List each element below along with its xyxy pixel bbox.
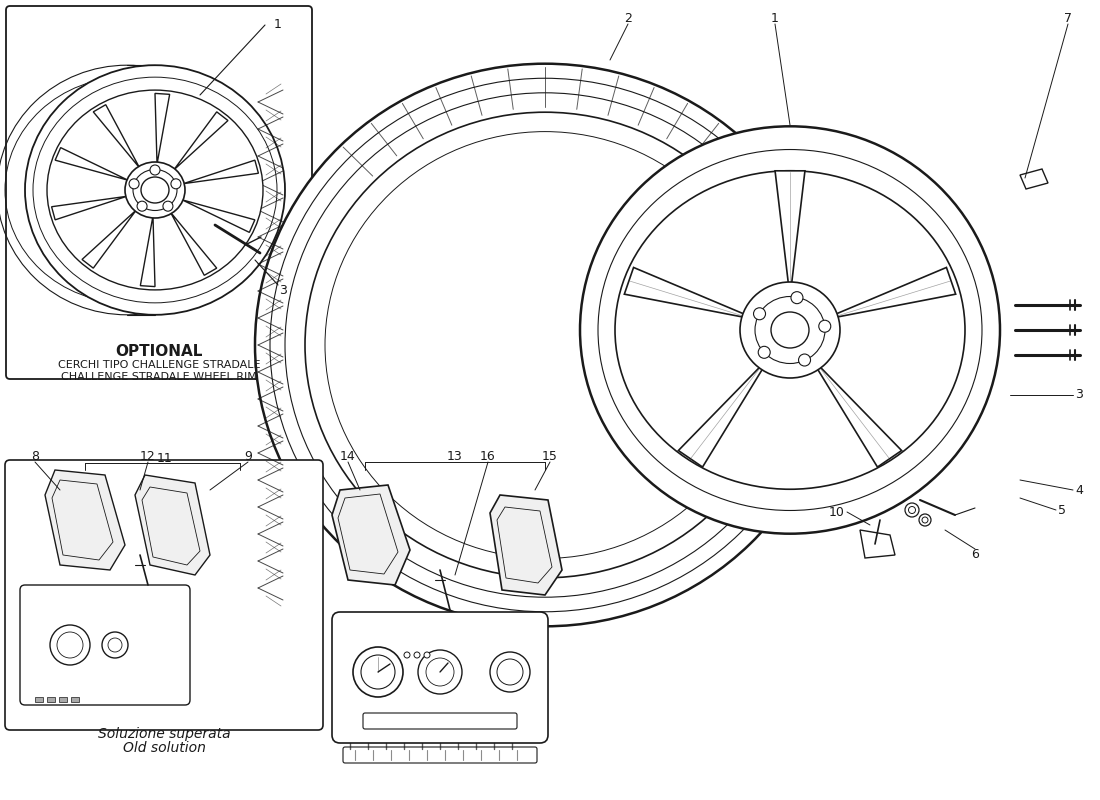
- Circle shape: [758, 346, 770, 358]
- Text: 10: 10: [829, 506, 845, 518]
- Ellipse shape: [25, 66, 285, 314]
- Polygon shape: [776, 171, 805, 284]
- Polygon shape: [817, 366, 902, 467]
- Text: 4: 4: [1075, 483, 1082, 497]
- Circle shape: [799, 354, 811, 366]
- Polygon shape: [170, 212, 217, 275]
- Text: 11: 11: [157, 451, 173, 465]
- Text: Old solution: Old solution: [122, 741, 206, 755]
- Bar: [35, 697, 43, 702]
- Text: a passion for parts: a passion for parts: [484, 418, 716, 502]
- FancyBboxPatch shape: [332, 612, 548, 743]
- Circle shape: [404, 652, 410, 658]
- Polygon shape: [332, 485, 410, 585]
- FancyBboxPatch shape: [363, 713, 517, 729]
- Text: Soluzione superata: Soluzione superata: [98, 727, 230, 741]
- Circle shape: [818, 320, 830, 332]
- Ellipse shape: [615, 170, 965, 490]
- Text: 7: 7: [1064, 11, 1072, 25]
- Circle shape: [418, 650, 462, 694]
- Polygon shape: [174, 112, 228, 170]
- FancyBboxPatch shape: [343, 747, 537, 763]
- Text: 13: 13: [447, 450, 463, 462]
- Circle shape: [905, 503, 918, 517]
- Text: 3: 3: [1075, 389, 1082, 402]
- Polygon shape: [679, 366, 763, 467]
- Bar: [72, 697, 79, 702]
- Bar: [47, 697, 55, 702]
- Polygon shape: [835, 267, 956, 318]
- Ellipse shape: [740, 282, 840, 378]
- Circle shape: [129, 179, 139, 189]
- FancyBboxPatch shape: [6, 6, 312, 379]
- Circle shape: [918, 514, 931, 526]
- Bar: [59, 697, 67, 702]
- Text: 8: 8: [31, 450, 38, 462]
- Circle shape: [424, 652, 430, 658]
- Text: CHALLENGE STRADALE WHEEL RIM: CHALLENGE STRADALE WHEEL RIM: [62, 372, 257, 382]
- Circle shape: [353, 647, 403, 697]
- Text: 1: 1: [771, 11, 779, 25]
- Polygon shape: [94, 105, 140, 168]
- Ellipse shape: [47, 90, 263, 290]
- Polygon shape: [490, 495, 562, 595]
- Polygon shape: [52, 196, 127, 220]
- Circle shape: [791, 292, 803, 304]
- Circle shape: [102, 632, 128, 658]
- Polygon shape: [183, 160, 258, 184]
- Text: 9: 9: [244, 450, 252, 462]
- Circle shape: [754, 308, 766, 320]
- Polygon shape: [141, 216, 155, 286]
- Text: OPTIONAL: OPTIONAL: [116, 345, 202, 359]
- Text: S: S: [774, 215, 965, 485]
- Text: autoersatzteile: autoersatzteile: [450, 372, 710, 468]
- Text: CERCHI TIPO CHALLENGE STRADALE: CERCHI TIPO CHALLENGE STRADALE: [57, 360, 261, 370]
- Text: 15: 15: [542, 450, 558, 462]
- Circle shape: [50, 625, 90, 665]
- Circle shape: [490, 652, 530, 692]
- Polygon shape: [182, 200, 255, 232]
- Polygon shape: [625, 267, 745, 318]
- Polygon shape: [860, 530, 895, 558]
- Text: 2: 2: [624, 11, 631, 25]
- Text: 6: 6: [971, 549, 979, 562]
- Polygon shape: [82, 210, 136, 268]
- Ellipse shape: [125, 162, 185, 218]
- Text: 14: 14: [340, 450, 356, 462]
- Ellipse shape: [255, 64, 835, 626]
- Text: 1: 1: [274, 18, 282, 31]
- Polygon shape: [55, 148, 128, 180]
- FancyBboxPatch shape: [20, 585, 190, 705]
- Circle shape: [170, 179, 180, 189]
- Polygon shape: [1020, 169, 1048, 189]
- FancyBboxPatch shape: [6, 460, 323, 730]
- Text: 12: 12: [140, 450, 156, 462]
- Text: 16: 16: [480, 450, 496, 462]
- Text: 3: 3: [279, 283, 287, 297]
- Circle shape: [414, 652, 420, 658]
- Polygon shape: [155, 94, 169, 164]
- Text: 5: 5: [1058, 503, 1066, 517]
- Circle shape: [150, 165, 160, 175]
- Polygon shape: [45, 470, 125, 570]
- Ellipse shape: [580, 126, 1000, 534]
- Polygon shape: [135, 475, 210, 575]
- Circle shape: [163, 201, 173, 211]
- Circle shape: [138, 201, 147, 211]
